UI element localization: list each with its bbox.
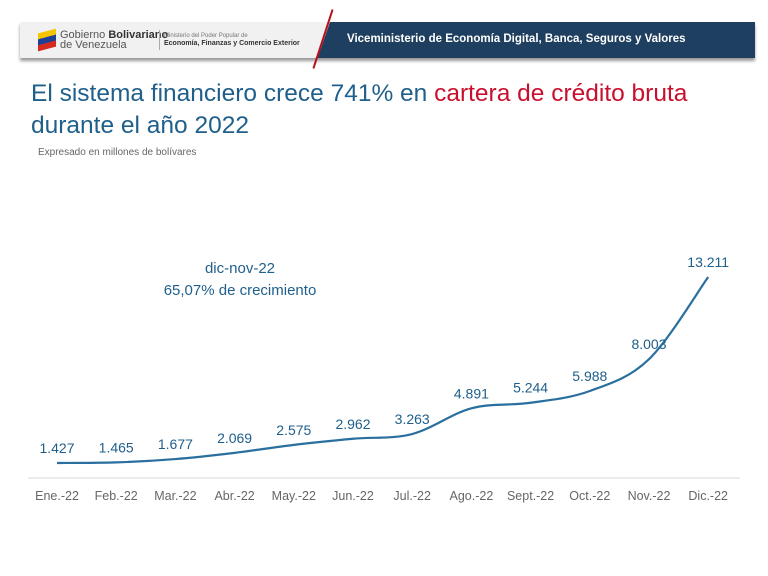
x-tick-label: Feb.-22 [95,489,138,503]
page-title: El sistema financiero crece 741% en cart… [31,80,688,139]
x-tick-label: Ene.-22 [35,489,79,503]
data-label: 2.962 [335,416,370,432]
government-logo-area: Gobierno Bolivariano de Venezuela Ministe… [20,22,330,58]
growth-annotation: dic-nov-22 65,07% de crecimiento [163,260,317,299]
x-tick-label: Oct.-22 [569,489,610,503]
data-label: 1.427 [39,440,74,456]
series-line [56,276,710,465]
government-logo: Gobierno Bolivariano de Venezuela [60,29,169,51]
data-label: 2.575 [276,422,311,438]
x-tick-label: Jun.-22 [332,489,374,503]
x-tick-label: Sept.-22 [507,489,554,503]
data-label: 4.891 [454,385,489,401]
x-tick-label: Nov.-22 [628,489,671,503]
x-tick-label: Dic.-22 [688,489,728,503]
x-tick-label: Abr.-22 [214,489,254,503]
data-label: 5.988 [572,368,607,384]
x-tick-label: Ago.-22 [450,489,494,503]
x-tick-label: Jul.-22 [393,489,431,503]
data-label: 13.211 [687,254,729,270]
x-tick-label: Mar.-22 [154,489,196,503]
data-label: 8.003 [631,336,666,352]
data-label: 3.263 [395,411,430,427]
ministry-name: Ministerio del Poder Popular de Economía,… [164,33,300,47]
data-label: 1.677 [158,436,193,452]
x-tick-label: May.-22 [272,489,316,503]
header-title: Viceministerio de Economía Digital, Banc… [347,33,686,45]
data-label: 2.069 [217,430,252,446]
data-label: 1.465 [99,439,134,455]
divider [159,30,160,50]
subtitle: Expresado en millones de bolívares [38,147,197,158]
header-banner: Gobierno Bolivariano de Venezuela Ministe… [20,22,755,58]
data-label: 5.244 [513,380,548,396]
